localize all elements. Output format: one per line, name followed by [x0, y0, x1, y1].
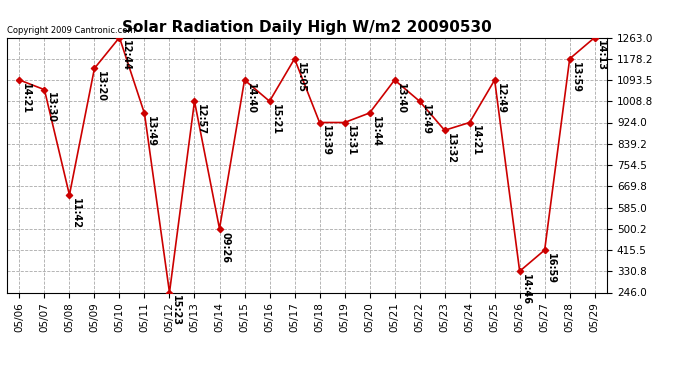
Title: Solar Radiation Daily High W/m2 20090530: Solar Radiation Daily High W/m2 20090530	[122, 20, 492, 35]
Text: 13:49: 13:49	[421, 104, 431, 135]
Text: 13:49: 13:49	[146, 116, 156, 147]
Text: 13:20: 13:20	[96, 71, 106, 102]
Point	[389, 77, 400, 83]
Text: 15:23: 15:23	[171, 295, 181, 326]
Text: 14:13: 14:13	[596, 40, 606, 71]
Point	[364, 110, 375, 116]
Point	[139, 111, 150, 117]
Text: 12:57: 12:57	[196, 104, 206, 135]
Text: 14:46: 14:46	[521, 274, 531, 305]
Text: 09:26: 09:26	[221, 231, 231, 262]
Text: 14:21: 14:21	[471, 125, 481, 156]
Point	[539, 247, 550, 253]
Text: 15:05: 15:05	[296, 62, 306, 93]
Text: 14:21: 14:21	[21, 83, 31, 114]
Text: 13:40: 13:40	[396, 83, 406, 114]
Text: 13:39: 13:39	[321, 125, 331, 156]
Point	[564, 56, 575, 62]
Text: 13:32: 13:32	[446, 133, 456, 164]
Point	[514, 268, 525, 274]
Text: 15:21: 15:21	[271, 104, 281, 135]
Text: 13:44: 13:44	[371, 116, 381, 147]
Point	[414, 98, 425, 104]
Point	[14, 77, 25, 83]
Point	[439, 127, 450, 133]
Point	[489, 77, 500, 83]
Text: 13:31: 13:31	[346, 125, 356, 156]
Text: 13:59: 13:59	[571, 62, 581, 93]
Point	[464, 120, 475, 126]
Point	[114, 34, 125, 40]
Point	[314, 120, 325, 126]
Text: 13:30: 13:30	[46, 92, 56, 123]
Point	[89, 65, 100, 71]
Point	[214, 226, 225, 232]
Text: 16:59: 16:59	[546, 253, 556, 284]
Point	[264, 98, 275, 104]
Text: Copyright 2009 Cantronic.com: Copyright 2009 Cantronic.com	[7, 26, 135, 35]
Text: 12:44: 12:44	[121, 40, 131, 71]
Point	[189, 98, 200, 104]
Point	[339, 120, 350, 126]
Text: 14:40: 14:40	[246, 83, 256, 114]
Text: 11:42: 11:42	[71, 198, 81, 229]
Point	[289, 56, 300, 62]
Point	[164, 290, 175, 296]
Point	[589, 34, 600, 40]
Point	[39, 87, 50, 93]
Point	[239, 77, 250, 83]
Point	[64, 192, 75, 198]
Text: 12:49: 12:49	[496, 83, 506, 114]
